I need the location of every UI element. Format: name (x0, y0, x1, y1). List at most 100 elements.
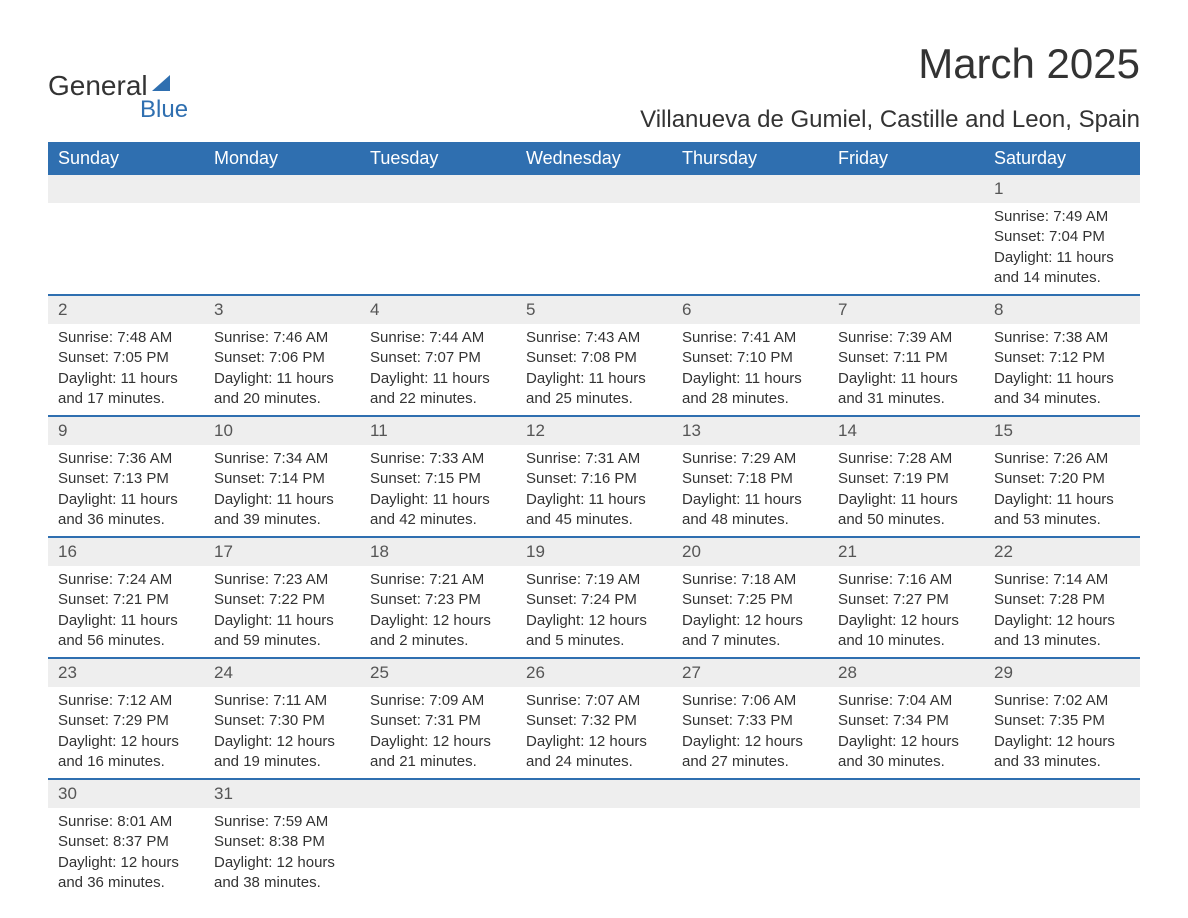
day-content: Sunrise: 7:26 AMSunset: 7:20 PMDaylight:… (984, 445, 1140, 536)
calendar-week: 23Sunrise: 7:12 AMSunset: 7:29 PMDayligh… (48, 657, 1140, 778)
weekday-header: Sunday (48, 142, 204, 175)
weekday-header-row: SundayMondayTuesdayWednesdayThursdayFrid… (48, 142, 1140, 175)
sunrise-text: Sunrise: 7:48 AM (58, 328, 194, 348)
calendar-day: 17Sunrise: 7:23 AMSunset: 7:22 PMDayligh… (204, 538, 360, 657)
sunset-text: Sunset: 7:16 PM (526, 469, 662, 489)
day-content (516, 808, 672, 818)
sunrise-text: Sunrise: 7:18 AM (682, 570, 818, 590)
calendar-day: 12Sunrise: 7:31 AMSunset: 7:16 PMDayligh… (516, 417, 672, 536)
day-number: 4 (360, 296, 516, 324)
calendar-day: 7Sunrise: 7:39 AMSunset: 7:11 PMDaylight… (828, 296, 984, 415)
sunrise-text: Sunrise: 7:41 AM (682, 328, 818, 348)
sunset-text: Sunset: 7:23 PM (370, 590, 506, 610)
weekday-header: Saturday (984, 142, 1140, 175)
logo-text-general: General (48, 70, 148, 102)
daylight-text: Daylight: 12 hours and 36 minutes. (58, 853, 194, 894)
calendar-day (672, 780, 828, 899)
sunrise-text: Sunrise: 7:19 AM (526, 570, 662, 590)
day-content: Sunrise: 7:29 AMSunset: 7:18 PMDaylight:… (672, 445, 828, 536)
day-number (204, 175, 360, 203)
weekday-header: Wednesday (516, 142, 672, 175)
day-content (204, 203, 360, 213)
calendar-day: 6Sunrise: 7:41 AMSunset: 7:10 PMDaylight… (672, 296, 828, 415)
daylight-text: Daylight: 11 hours and 31 minutes. (838, 369, 974, 410)
sunrise-text: Sunrise: 7:33 AM (370, 449, 506, 469)
weekday-header: Thursday (672, 142, 828, 175)
sunset-text: Sunset: 7:32 PM (526, 711, 662, 731)
day-content: Sunrise: 7:43 AMSunset: 7:08 PMDaylight:… (516, 324, 672, 415)
day-content (672, 808, 828, 818)
sunset-text: Sunset: 7:15 PM (370, 469, 506, 489)
sunset-text: Sunset: 7:14 PM (214, 469, 350, 489)
sunrise-text: Sunrise: 7:49 AM (994, 207, 1130, 227)
day-number: 5 (516, 296, 672, 324)
daylight-text: Daylight: 11 hours and 59 minutes. (214, 611, 350, 652)
calendar-day (516, 175, 672, 294)
day-number: 9 (48, 417, 204, 445)
day-number: 11 (360, 417, 516, 445)
sunrise-text: Sunrise: 7:36 AM (58, 449, 194, 469)
day-content (984, 808, 1140, 818)
daylight-text: Daylight: 11 hours and 22 minutes. (370, 369, 506, 410)
calendar-week: 2Sunrise: 7:48 AMSunset: 7:05 PMDaylight… (48, 294, 1140, 415)
calendar-week: 16Sunrise: 7:24 AMSunset: 7:21 PMDayligh… (48, 536, 1140, 657)
sunset-text: Sunset: 7:22 PM (214, 590, 350, 610)
sunset-text: Sunset: 8:38 PM (214, 832, 350, 852)
weekday-header: Friday (828, 142, 984, 175)
sunset-text: Sunset: 7:34 PM (838, 711, 974, 731)
day-content: Sunrise: 7:06 AMSunset: 7:33 PMDaylight:… (672, 687, 828, 778)
calendar-day: 26Sunrise: 7:07 AMSunset: 7:32 PMDayligh… (516, 659, 672, 778)
day-number (360, 780, 516, 808)
sunrise-text: Sunrise: 7:06 AM (682, 691, 818, 711)
day-content: Sunrise: 7:14 AMSunset: 7:28 PMDaylight:… (984, 566, 1140, 657)
sunrise-text: Sunrise: 7:02 AM (994, 691, 1130, 711)
calendar-day (828, 780, 984, 899)
sunrise-text: Sunrise: 7:43 AM (526, 328, 662, 348)
sunset-text: Sunset: 7:27 PM (838, 590, 974, 610)
sunset-text: Sunset: 7:24 PM (526, 590, 662, 610)
day-content: Sunrise: 7:04 AMSunset: 7:34 PMDaylight:… (828, 687, 984, 778)
sunset-text: Sunset: 7:13 PM (58, 469, 194, 489)
day-content: Sunrise: 7:09 AMSunset: 7:31 PMDaylight:… (360, 687, 516, 778)
daylight-text: Daylight: 12 hours and 10 minutes. (838, 611, 974, 652)
day-number (984, 780, 1140, 808)
sunset-text: Sunset: 7:25 PM (682, 590, 818, 610)
calendar-day: 23Sunrise: 7:12 AMSunset: 7:29 PMDayligh… (48, 659, 204, 778)
sunrise-text: Sunrise: 7:31 AM (526, 449, 662, 469)
day-content: Sunrise: 7:36 AMSunset: 7:13 PMDaylight:… (48, 445, 204, 536)
day-number: 15 (984, 417, 1140, 445)
day-content (360, 203, 516, 213)
day-content: Sunrise: 7:48 AMSunset: 7:05 PMDaylight:… (48, 324, 204, 415)
title-block: March 2025 Villanueva de Gumiel, Castill… (640, 40, 1140, 134)
calendar-day: 19Sunrise: 7:19 AMSunset: 7:24 PMDayligh… (516, 538, 672, 657)
calendar-day: 22Sunrise: 7:14 AMSunset: 7:28 PMDayligh… (984, 538, 1140, 657)
sunrise-text: Sunrise: 7:28 AM (838, 449, 974, 469)
day-content: Sunrise: 7:18 AMSunset: 7:25 PMDaylight:… (672, 566, 828, 657)
sunrise-text: Sunrise: 7:29 AM (682, 449, 818, 469)
day-content: Sunrise: 7:07 AMSunset: 7:32 PMDaylight:… (516, 687, 672, 778)
header: General Blue March 2025 Villanueva de Gu… (48, 40, 1140, 134)
logo-triangle-icon (152, 75, 170, 91)
sunset-text: Sunset: 7:11 PM (838, 348, 974, 368)
calendar-day: 28Sunrise: 7:04 AMSunset: 7:34 PMDayligh… (828, 659, 984, 778)
day-content (48, 203, 204, 213)
day-content: Sunrise: 7:16 AMSunset: 7:27 PMDaylight:… (828, 566, 984, 657)
calendar-day (516, 780, 672, 899)
day-number: 27 (672, 659, 828, 687)
day-number (48, 175, 204, 203)
day-content (828, 203, 984, 213)
calendar-day: 29Sunrise: 7:02 AMSunset: 7:35 PMDayligh… (984, 659, 1140, 778)
daylight-text: Daylight: 12 hours and 21 minutes. (370, 732, 506, 773)
daylight-text: Daylight: 11 hours and 17 minutes. (58, 369, 194, 410)
day-content: Sunrise: 7:41 AMSunset: 7:10 PMDaylight:… (672, 324, 828, 415)
sunrise-text: Sunrise: 7:09 AM (370, 691, 506, 711)
calendar-day: 16Sunrise: 7:24 AMSunset: 7:21 PMDayligh… (48, 538, 204, 657)
sunset-text: Sunset: 7:33 PM (682, 711, 818, 731)
sunrise-text: Sunrise: 7:23 AM (214, 570, 350, 590)
calendar-week: 30Sunrise: 8:01 AMSunset: 8:37 PMDayligh… (48, 778, 1140, 899)
calendar-day: 8Sunrise: 7:38 AMSunset: 7:12 PMDaylight… (984, 296, 1140, 415)
daylight-text: Daylight: 11 hours and 28 minutes. (682, 369, 818, 410)
calendar-day: 11Sunrise: 7:33 AMSunset: 7:15 PMDayligh… (360, 417, 516, 536)
weekday-header: Tuesday (360, 142, 516, 175)
sunrise-text: Sunrise: 7:21 AM (370, 570, 506, 590)
